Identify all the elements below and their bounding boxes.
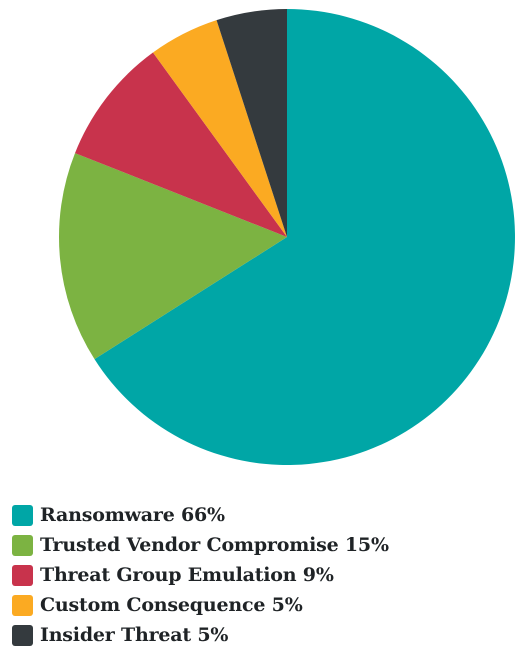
legend-item-trusted-vendor-compromise: Trusted Vendor Compromise 15% xyxy=(12,530,389,560)
legend-swatch-custom-consequence xyxy=(12,594,33,616)
legend-label-insider-threat: Insider Threat 5% xyxy=(40,624,229,646)
pie-slice-custom-consequence xyxy=(152,20,287,237)
pie-slice-trusted-vendor-compromise xyxy=(58,153,287,360)
legend-swatch-trusted-vendor-compromise xyxy=(12,534,33,556)
legend-label-ransomware: Ransomware 66% xyxy=(40,504,225,526)
legend-label-custom-consequence: Custom Consequence 5% xyxy=(40,594,303,616)
chart-legend: Ransomware 66% Trusted Vendor Compromise… xyxy=(12,500,389,650)
pie-chart xyxy=(58,8,515,465)
legend-item-threat-group-emulation: Threat Group Emulation 9% xyxy=(12,560,389,590)
legend-item-insider-threat: Insider Threat 5% xyxy=(12,620,389,650)
legend-item-custom-consequence: Custom Consequence 5% xyxy=(12,590,389,620)
pie-slice-insider-threat xyxy=(216,8,287,237)
legend-item-ransomware: Ransomware 66% xyxy=(12,500,389,530)
pie-slice-threat-group-emulation xyxy=(75,52,287,237)
legend-swatch-ransomware xyxy=(12,504,33,526)
pie-slice-ransomware xyxy=(94,9,515,465)
legend-label-threat-group-emulation: Threat Group Emulation 9% xyxy=(40,564,334,586)
legend-swatch-threat-group-emulation xyxy=(12,564,33,586)
legend-swatch-insider-threat xyxy=(12,624,33,646)
legend-label-trusted-vendor-compromise: Trusted Vendor Compromise 15% xyxy=(40,534,389,556)
